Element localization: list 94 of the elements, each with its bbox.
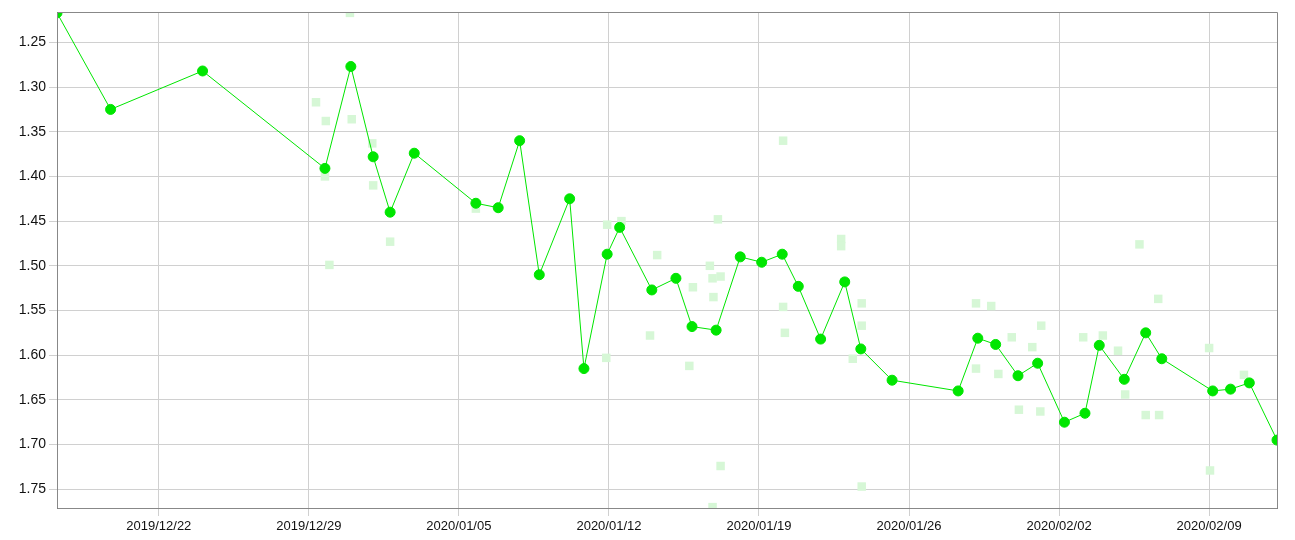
y-tick-label: 1.65 xyxy=(18,390,47,407)
point xyxy=(670,272,682,284)
point xyxy=(646,284,658,296)
y-tick-label: 1.50 xyxy=(18,256,47,273)
point xyxy=(1113,346,1123,355)
point xyxy=(319,162,331,174)
point xyxy=(368,181,378,190)
point xyxy=(994,369,1003,379)
point xyxy=(1032,357,1044,369)
point xyxy=(1036,407,1045,416)
point xyxy=(952,385,964,397)
point xyxy=(1135,240,1144,249)
y-tick-label: 1.70 xyxy=(18,435,47,452)
point xyxy=(734,251,746,263)
point xyxy=(345,61,357,73)
point xyxy=(776,248,788,260)
point xyxy=(385,237,395,246)
point xyxy=(470,197,482,209)
point xyxy=(533,269,545,281)
y-tick-label: 1.30 xyxy=(18,77,47,94)
point xyxy=(1156,353,1168,365)
x-tick-label: 2020/02/02 xyxy=(1026,518,1092,534)
point xyxy=(1093,339,1105,351)
point xyxy=(971,299,981,308)
point xyxy=(710,324,722,336)
point xyxy=(408,147,420,159)
point xyxy=(602,220,612,229)
x-tick-label: 2020/01/26 xyxy=(876,518,942,534)
point xyxy=(1007,333,1016,342)
y-tick-label: 1.75 xyxy=(18,480,47,497)
point xyxy=(990,338,1002,350)
point xyxy=(855,343,867,355)
point xyxy=(713,215,723,224)
x-tick-label: 2019/12/22 xyxy=(126,518,192,534)
point xyxy=(756,256,768,268)
point xyxy=(792,280,804,292)
point xyxy=(1120,390,1130,399)
point xyxy=(384,206,396,218)
point xyxy=(1078,333,1088,342)
point xyxy=(1028,342,1037,352)
y-tick-label: 1.25 xyxy=(18,33,47,50)
y-tick-label: 1.35 xyxy=(18,122,47,139)
x-tick-label: 2020/01/19 xyxy=(726,518,792,534)
point xyxy=(105,103,117,115)
point xyxy=(1058,416,1070,428)
point xyxy=(614,221,626,233)
x-tick-label: 2020/02/09 xyxy=(1176,518,1242,534)
point xyxy=(311,98,321,107)
point xyxy=(886,374,898,386)
point xyxy=(839,276,851,288)
point xyxy=(1141,410,1150,420)
point xyxy=(709,292,718,302)
point xyxy=(857,482,866,491)
point xyxy=(815,333,827,345)
point xyxy=(367,151,379,163)
point xyxy=(688,283,698,292)
y-tick-label: 1.40 xyxy=(18,167,47,184)
y-tick-label: 1.60 xyxy=(18,346,47,363)
point xyxy=(645,331,655,340)
point xyxy=(601,248,613,260)
point xyxy=(716,461,725,471)
point xyxy=(972,332,984,344)
point xyxy=(578,363,590,375)
point xyxy=(1036,321,1046,330)
point xyxy=(1012,370,1024,382)
point xyxy=(1140,327,1152,339)
point xyxy=(1225,383,1237,395)
point xyxy=(971,364,981,373)
point xyxy=(1014,405,1024,414)
point xyxy=(197,65,209,77)
point xyxy=(1118,373,1130,385)
x-tick-label: 2020/01/05 xyxy=(426,518,492,534)
x-tick-label: 2020/01/12 xyxy=(576,518,642,534)
point xyxy=(492,202,504,214)
point xyxy=(857,321,866,330)
point xyxy=(514,135,526,147)
point xyxy=(1243,377,1255,389)
y-tick-label: 1.45 xyxy=(18,211,47,228)
point xyxy=(347,115,356,124)
point xyxy=(686,321,698,333)
point xyxy=(708,274,717,283)
point xyxy=(564,193,576,205)
point xyxy=(1079,407,1091,419)
point xyxy=(778,136,788,145)
point xyxy=(716,272,725,281)
point xyxy=(1098,331,1108,340)
point xyxy=(857,299,866,308)
point xyxy=(685,361,694,371)
point xyxy=(1207,385,1219,397)
point xyxy=(1205,466,1215,475)
point xyxy=(325,260,334,270)
point xyxy=(602,353,611,363)
x-tick-label: 2019/12/29 xyxy=(276,518,342,534)
y-tick-label: 1.55 xyxy=(18,301,47,318)
